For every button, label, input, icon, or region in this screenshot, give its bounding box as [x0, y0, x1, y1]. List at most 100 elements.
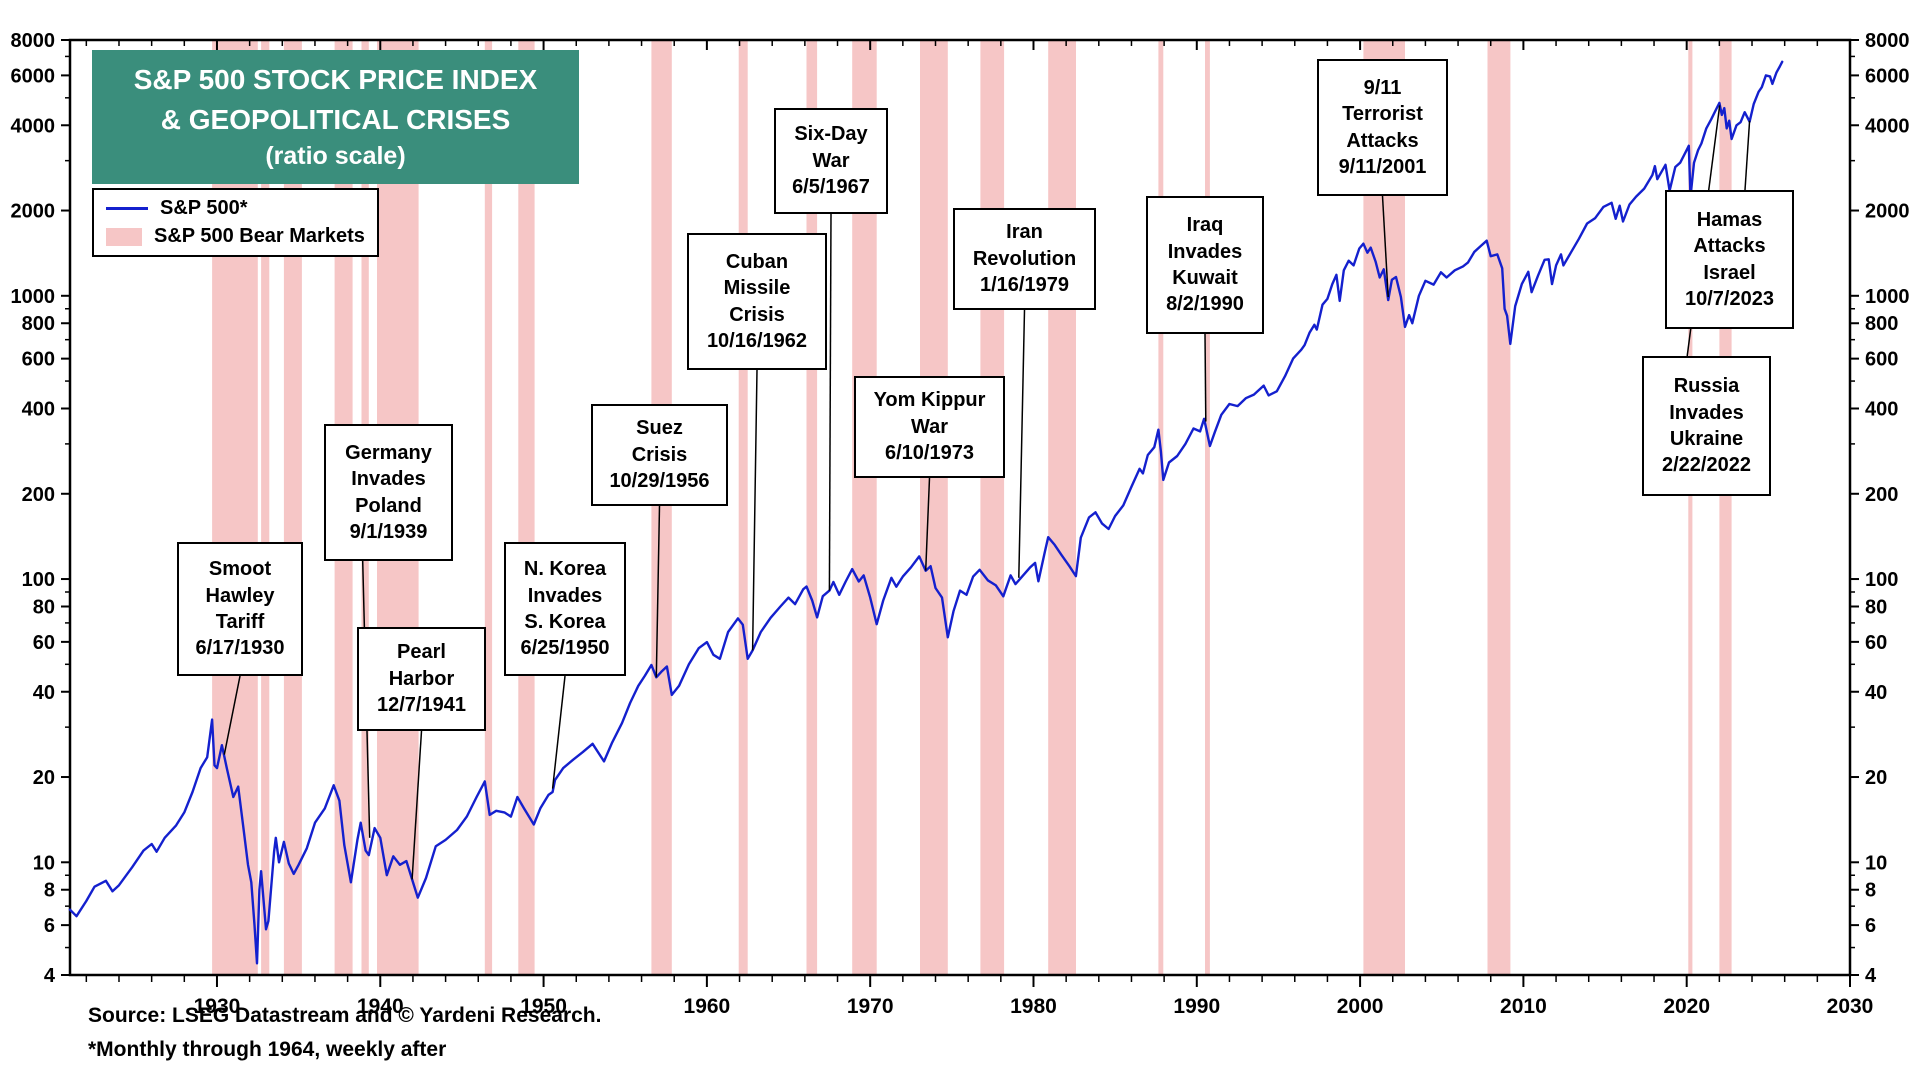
bear-market-band [261, 40, 270, 975]
annotation-text-line: S. Korea [524, 611, 606, 633]
annotation-text-line: Hamas [1696, 208, 1763, 231]
annotation-text-line: Harbor [388, 667, 455, 690]
y-tick-label-left: 60 [33, 632, 55, 654]
x-tick-label: 1930 [194, 995, 241, 1018]
y-tick-label-right: 6000 [1865, 65, 1910, 87]
annotation-text-line: 1/16/1979 [980, 274, 1069, 297]
annotation-text-line: 10/29/1956 [609, 470, 710, 493]
annotation-leader-line [551, 675, 566, 789]
y-tick-label-left: 6 [44, 915, 55, 937]
x-tick-label: 2000 [1337, 995, 1384, 1018]
annotation-iran-revolution: Iran Revolution 1/16/1979 [953, 208, 1096, 310]
bear-market-band [1048, 40, 1076, 975]
annotation-text-line: Missile [723, 277, 791, 300]
x-tick-label: 1950 [520, 995, 567, 1018]
y-tick-label-left: 20 [33, 767, 55, 789]
y-tick-label-left: 10 [33, 852, 55, 874]
annotation-text-line: 10/16/1962 [706, 329, 808, 352]
y-tick-label-right: 40 [1865, 682, 1887, 704]
y-tick-label-left: 400 [22, 399, 55, 421]
annotation-korea: N. Korea Invades S. Korea 6/25/1950 [504, 542, 626, 676]
annotation-text-line: Smoot [208, 558, 272, 581]
y-tick-label-right: 200 [1865, 484, 1898, 506]
bear-market-band [1719, 40, 1732, 975]
annotation-leader-line [924, 477, 931, 571]
bear-market-band [283, 40, 302, 975]
annotation-text-line: Invades [351, 468, 426, 491]
annotation-text-line: Attacks [1346, 129, 1419, 152]
annotation-text-line: 6/5/1967 [792, 176, 870, 199]
annotation-leader-line [1381, 195, 1389, 298]
annotation-text-line: Invades [1669, 401, 1744, 424]
bear-market-band [806, 40, 818, 975]
x-tick-label: 1940 [357, 995, 404, 1018]
annotation-leader-line [655, 505, 661, 678]
chart-title-line2: & GEOPOLITICAL CRISES [160, 103, 511, 135]
y-tick-label-left: 8000 [11, 30, 56, 52]
annotation-text-line: 8/2/1990 [1166, 293, 1244, 316]
chart-title-line1: S&P 500 STOCK PRICE INDEX [133, 64, 538, 96]
annotation-text-line: Crisis [729, 303, 785, 326]
y-tick-label-right: 400 [1865, 399, 1898, 421]
annotation-text-line: Iran [1006, 221, 1043, 244]
x-tick-label: 1960 [684, 995, 731, 1018]
annotation-text-line: 2/22/2022 [1662, 454, 1751, 477]
legend-item-bear-markets: S&P 500 Bear Markets [106, 225, 365, 248]
annotation-six-day-war: Six-Day War 6/5/1967 [774, 108, 888, 214]
y-tick-label-left: 8 [44, 880, 55, 902]
chart-title-box: S&P 500 STOCK PRICE INDEX & GEOPOLITICAL… [92, 50, 579, 184]
annotation-leader-line [751, 369, 758, 651]
annotation-text-line: Yom Kippur [873, 389, 986, 412]
annotation-text-line: War [812, 149, 850, 172]
y-tick-label-right: 1000 [1865, 286, 1910, 308]
annotation-text-line: Invades [1167, 240, 1243, 263]
annotation-text-line: Russia [1673, 375, 1740, 398]
y-tick-label-right: 800 [1865, 313, 1898, 335]
y-tick-label-right: 80 [1865, 596, 1887, 618]
y-tick-label-left: 4000 [11, 115, 56, 137]
annotation-text-line: 9/11 [1363, 76, 1402, 99]
x-tick-label: 2030 [1827, 995, 1874, 1018]
y-tick-label-left: 600 [22, 349, 55, 371]
y-tick-label-right: 10 [1865, 852, 1887, 874]
legend-label-bear-markets: S&P 500 Bear Markets [154, 225, 365, 247]
annotation-text-line: Kuwait [1172, 267, 1238, 289]
annotation-pearl-harbor: Pearl Harbor 12/7/1941 [357, 627, 486, 731]
y-tick-label-right: 2000 [1865, 201, 1910, 223]
y-tick-label-left: 4 [44, 965, 56, 987]
bear-market-band [1487, 40, 1511, 975]
annotation-text-line: 6/25/1950 [520, 637, 610, 660]
annotation-russia-invades-ukraine: Russia Invades Ukraine 2/22/2022 [1642, 356, 1771, 496]
x-tick-label: 1970 [847, 995, 894, 1018]
annotation-text-line: Israel [1703, 261, 1756, 284]
annotation-text-line: Tariff [215, 611, 265, 633]
x-tick-label: 2020 [1663, 995, 1710, 1018]
y-tick-label-left: 1000 [11, 286, 56, 308]
annotation-text-line: 9/11/2001 [1338, 155, 1427, 178]
legend-item-sp500: S&P 500* [106, 197, 365, 220]
x-tick-label: 2010 [1500, 995, 1547, 1018]
annotation-text-line: Iraq [1186, 214, 1224, 237]
annotation-text-line: Invades [527, 584, 603, 607]
y-tick-label-right: 4 [1865, 965, 1877, 987]
annotation-leader-line [411, 730, 423, 880]
y-tick-label-left: 800 [22, 313, 55, 335]
source-text: Source: LSEG Datastream and © Yardeni Re… [88, 1004, 602, 1027]
annotation-text-line: War [910, 415, 949, 438]
annotation-text-line: Six-Day [794, 123, 868, 146]
annotation-text-line: Crisis [631, 443, 688, 466]
footnote-text: *Monthly through 1964, weekly after [88, 1038, 447, 1061]
x-tick-label: 1990 [1173, 995, 1220, 1018]
bear-market-band [484, 40, 493, 975]
x-tick-label: 1980 [1010, 995, 1057, 1018]
legend-label-sp500: S&P 500* [160, 197, 248, 219]
y-tick-label-right: 20 [1865, 767, 1887, 789]
legend: S&P 500* S&P 500 Bear Markets [92, 188, 379, 257]
annotation-text-line: Ukraine [1669, 428, 1744, 450]
annotation-cuban-missile-crisis: Cuban Missile Crisis 10/16/1962 [687, 233, 827, 370]
annotation-text-line: Hawley [205, 584, 275, 607]
annotation-text-line: Cuban [725, 250, 789, 273]
y-tick-label-right: 60 [1865, 632, 1887, 654]
annotation-iraq-invades-kuwait: Iraq Invades Kuwait 8/2/1990 [1146, 196, 1264, 334]
